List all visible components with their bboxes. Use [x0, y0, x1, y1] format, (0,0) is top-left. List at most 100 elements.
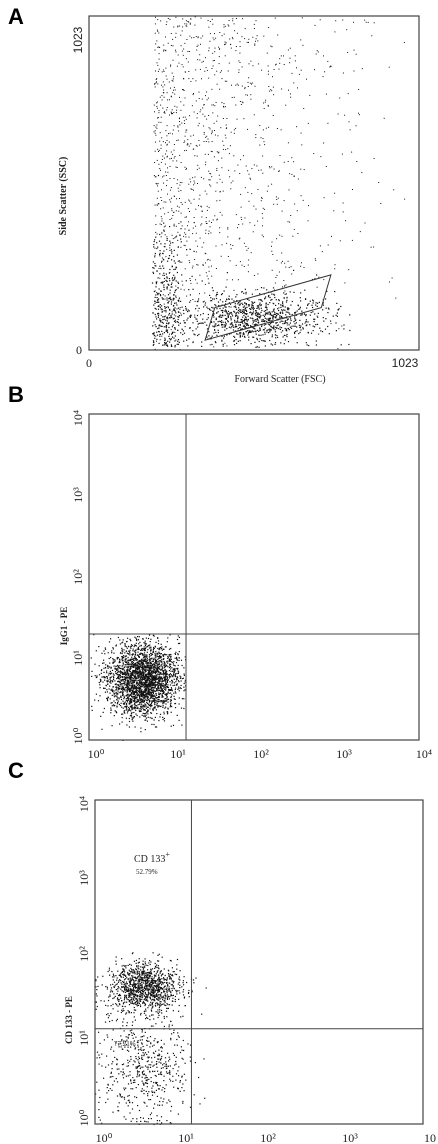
chart-a-point — [165, 343, 167, 345]
chart-b-point — [171, 680, 173, 682]
chart-a-point — [276, 314, 278, 317]
chart-a-point — [177, 287, 179, 289]
chart-b-point — [133, 672, 136, 674]
chart-a-point — [166, 287, 168, 289]
chart-a-point — [207, 138, 209, 140]
chart-a-point — [303, 313, 306, 315]
chart-a-point — [173, 260, 175, 262]
chart-b-point — [113, 674, 115, 676]
chart-a-point — [226, 279, 228, 281]
chart-b-point — [144, 715, 146, 717]
chart-b-point — [146, 654, 148, 656]
chart-b-point — [158, 684, 160, 687]
chart-a-point — [196, 301, 199, 303]
chart-a-point — [204, 302, 207, 304]
chart-a-point — [162, 294, 164, 296]
chart-a-point — [279, 326, 281, 328]
chart-b-point — [153, 700, 155, 702]
chart-a-point — [245, 94, 247, 96]
chart-a-point — [181, 64, 183, 66]
chart-b-point — [129, 715, 131, 717]
chart-a-point — [212, 112, 214, 114]
chart-a-point — [211, 306, 213, 308]
chart-b-point — [156, 653, 158, 655]
chart-b-point — [152, 651, 154, 653]
chart-b-point — [167, 679, 169, 681]
chart-a-point — [232, 18, 234, 20]
chart-a-point — [214, 33, 215, 35]
chart-b-point — [150, 673, 152, 675]
chart-a-point — [178, 341, 180, 343]
chart-a-point — [307, 220, 309, 222]
chart-a-point — [336, 315, 338, 317]
chart-b-point — [104, 687, 106, 689]
chart-a-point — [296, 314, 298, 316]
chart-a-point — [284, 262, 286, 264]
chart-a-point — [277, 197, 279, 199]
chart-a-point — [174, 290, 176, 292]
chart-b-point — [115, 711, 117, 713]
chart-a-point — [296, 310, 298, 312]
chart-a-point — [215, 295, 217, 297]
chart-a-point — [289, 57, 291, 59]
chart-a-xtick-0: 0 — [86, 356, 92, 370]
chart-b-point — [118, 685, 120, 688]
chart-a-point — [167, 171, 169, 173]
chart-a-point — [167, 345, 169, 347]
chart-a-point — [157, 174, 160, 177]
chart-a-point — [173, 157, 175, 159]
chart-a-point — [202, 318, 204, 320]
chart-a-point — [280, 327, 283, 329]
chart-b-point — [150, 662, 152, 665]
chart-b-point — [117, 687, 119, 690]
chart-a-point — [165, 309, 167, 311]
chart-b-point — [157, 686, 159, 688]
chart-b-point — [126, 693, 128, 695]
chart-b-point — [172, 669, 174, 671]
chart-b-point — [126, 684, 128, 686]
chart-b-point — [156, 664, 158, 666]
chart-a-point — [230, 182, 232, 184]
chart-a-point — [314, 258, 316, 260]
chart-b-point — [167, 698, 169, 700]
chart-a-point — [233, 335, 235, 337]
chart-b-point — [136, 684, 138, 686]
chart-b-point — [148, 664, 150, 666]
chart-b-point — [129, 665, 131, 667]
chart-b-point — [155, 699, 157, 701]
chart-a-point — [201, 322, 203, 324]
chart-a-point — [269, 339, 271, 342]
chart-a-point — [337, 309, 339, 311]
chart-b-point — [145, 706, 147, 708]
chart-a-point — [202, 265, 204, 266]
chart-b-point — [150, 712, 153, 714]
chart-b-point — [149, 655, 151, 657]
chart-a-point — [165, 256, 167, 258]
chart-b-point — [170, 725, 172, 727]
chart-b-point — [132, 648, 134, 650]
chart-b-point — [93, 634, 95, 636]
chart-b-point — [127, 683, 129, 685]
chart-b-point — [144, 680, 147, 682]
chart-b-point — [112, 662, 114, 664]
chart-a-point — [348, 121, 350, 123]
chart-a-point — [171, 109, 173, 111]
chart-a-point — [172, 80, 174, 82]
chart-a-point — [172, 45, 174, 47]
chart-a-point — [291, 313, 293, 316]
chart-a-point — [164, 339, 166, 341]
chart-a-point — [282, 286, 283, 288]
chart-b-point — [176, 678, 178, 681]
chart-a-point — [196, 305, 198, 307]
chart-a-point — [158, 121, 160, 123]
chart-b-point — [183, 686, 185, 688]
chart-b-point — [151, 660, 153, 663]
chart-a-point — [211, 300, 213, 302]
chart-b-point — [156, 652, 158, 654]
chart-a-point — [155, 16, 156, 18]
chart-b-point — [130, 666, 132, 668]
chart-b-point — [183, 674, 185, 676]
chart-a-point — [186, 249, 188, 251]
chart-a-point — [221, 340, 223, 342]
chart-a-point — [205, 223, 207, 224]
